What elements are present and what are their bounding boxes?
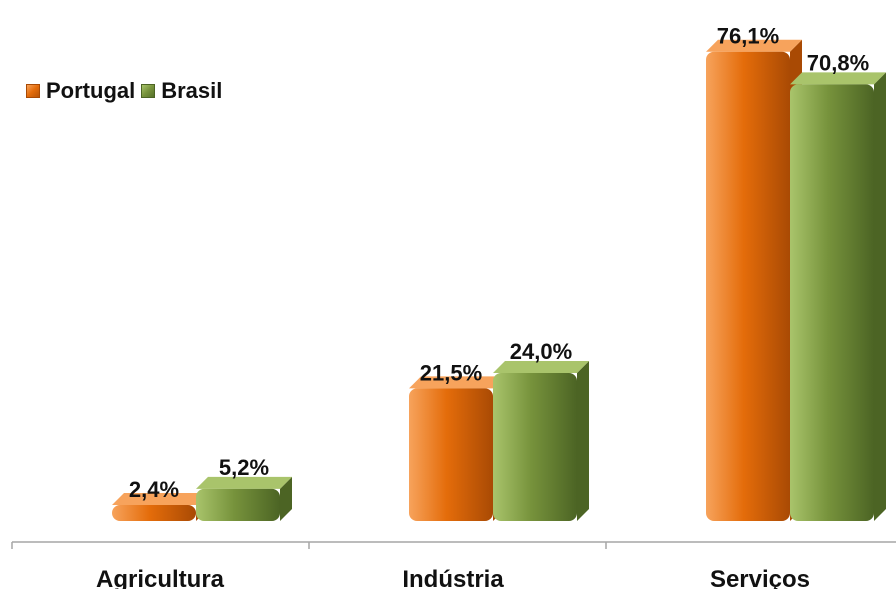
bar-portugal-3 [706, 39, 802, 521]
bar-side [577, 361, 589, 521]
bar-top [196, 476, 292, 489]
bar-brasil-1 [196, 476, 292, 521]
x-tick-label-1: Agricultura [96, 566, 225, 589]
legend: Portugal Brasil [26, 78, 228, 104]
bar-top [706, 39, 802, 52]
data-label-portugal-3: 76,1% [717, 24, 779, 49]
bar-brasil-2 [493, 361, 589, 521]
bar-front [790, 84, 874, 522]
data-label-brasil-1: 5,2% [219, 455, 269, 480]
bar-top [112, 493, 208, 505]
legend-item-brasil: Brasil [141, 78, 222, 104]
legend-swatch-portugal [26, 84, 40, 98]
legend-label-brasil: Brasil [161, 78, 223, 103]
x-tick-label-2: Indústria [402, 566, 504, 589]
data-label-brasil-3: 70,8% [807, 50, 869, 75]
legend-item-portugal: Portugal [26, 78, 135, 104]
bar-portugal-2 [409, 376, 505, 521]
data-label-portugal-1: 2,4% [129, 477, 179, 502]
bar-top [493, 361, 589, 373]
bar-front [493, 373, 577, 521]
bar-top [790, 72, 886, 85]
bar-side [874, 72, 886, 522]
x-tick-label-3: Serviços [710, 566, 810, 589]
bar-front [706, 51, 790, 521]
bar-brasil-3 [790, 72, 886, 522]
data-label-portugal-2: 21,5% [420, 360, 482, 385]
legend-swatch-brasil [141, 84, 156, 98]
bar-front [196, 488, 280, 521]
bar-front [409, 388, 493, 521]
data-label-brasil-2: 24,0% [510, 339, 572, 364]
bar-top [409, 376, 505, 389]
legend-label-portugal: Portugal [46, 78, 136, 103]
bar-side [280, 476, 292, 521]
bar-front [112, 505, 196, 521]
